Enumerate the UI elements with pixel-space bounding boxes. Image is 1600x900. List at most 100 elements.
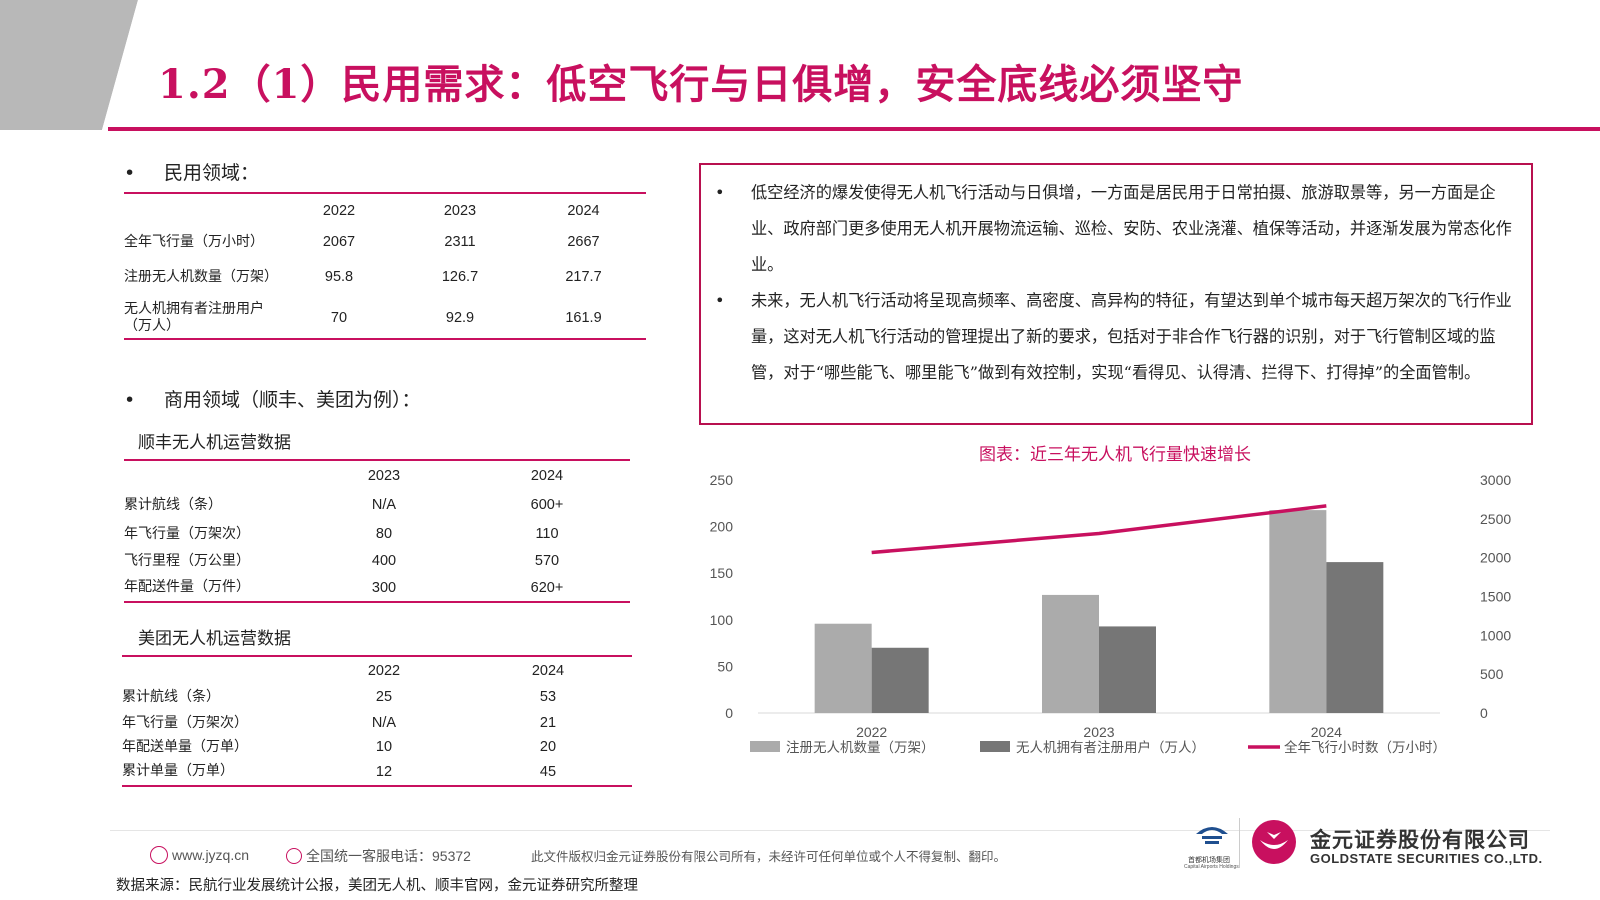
civil-table: 2022 2023 2024 全年飞行量（万小时） 2067 2311 2667… [124, 192, 646, 340]
summary-bullet: 低空经济的爆发使得无人机飞行活动与日俱增，一方面是居民用于日常拍摄、旅游取景等，… [713, 175, 1519, 283]
table-row: 年飞行量（万架次） 80 110 [124, 520, 630, 548]
legend-label: 注册无人机数量（万架） [786, 740, 935, 756]
table-header-row: 2022 2024 [122, 655, 632, 684]
y-left-tick-label: 200 [710, 519, 734, 535]
legend-swatch [980, 741, 1010, 752]
civil-heading: • 民用领域： [124, 162, 260, 184]
header-decoration [0, 0, 1600, 130]
table-row: 年配送单量（万单） 10 20 [122, 736, 632, 758]
x-tick-label: 2022 [856, 724, 887, 740]
cell-value: N/A [371, 497, 397, 513]
footer-hotline: 全国统一客服电话：95372 [286, 846, 471, 866]
cell-value: 2311 [444, 234, 476, 250]
cell-value: N/A [371, 715, 397, 731]
footer-notice: 此文件版权归金元证券股份有限公司所有，未经许可任何单位或个人不得复制、翻印。 [531, 850, 1007, 864]
year-header: 2022 [304, 655, 464, 684]
cell-value: 570 [534, 553, 560, 569]
page-title: 1.2（1）民用需求：低空飞行与日俱增，安全底线必须坚守 [158, 61, 1244, 108]
table-header-row: 2022 2023 2024 [124, 192, 646, 227]
logo-divider [1239, 818, 1240, 868]
cell-value: 400 [371, 553, 397, 569]
y-right-tick-label: 1000 [1480, 627, 1511, 643]
cell-value: 20 [539, 739, 557, 755]
combo-chart: 0501001502002500500100015002000250030002… [710, 472, 1512, 756]
goldstate-logo-icon [1252, 820, 1296, 864]
cell-value: 45 [464, 758, 632, 787]
cell-value: 12 [304, 758, 464, 787]
y-left-tick-label: 150 [710, 565, 734, 581]
chart-title: 图表：近三年无人机飞行量快速增长 [979, 445, 1251, 465]
y-left-tick-label: 100 [710, 612, 734, 628]
cell-value: 70 [279, 297, 399, 340]
row-label: 飞行里程（万公里） [124, 552, 250, 569]
row-label: 无人机拥有者注册用户（万人） [124, 297, 279, 340]
bullet-icon: • [124, 162, 136, 184]
bar [871, 647, 929, 713]
cell-value: 620+ [464, 574, 630, 603]
globe-icon [150, 846, 168, 864]
commercial-heading: • 商用领域（顺丰、美团为例）： [124, 389, 421, 411]
meituan-table: 2022 2024 累计航线（条） 25 53 年飞行量（万架次） N/A 21… [122, 655, 632, 787]
meituan-table-title: 美团无人机运营数据 [138, 629, 291, 649]
summary-textbox: 低空经济的爆发使得无人机飞行活动与日俱增，一方面是居民用于日常拍摄、旅游取景等，… [699, 163, 1533, 425]
table-row: 无人机拥有者注册用户（万人） 70 92.9 161.9 [124, 297, 646, 340]
cell-value: 80 [375, 526, 393, 542]
bar [1099, 626, 1156, 713]
row-label: 年配送件量（万件） [124, 574, 304, 603]
table-row: 年飞行量（万架次） N/A 21 [122, 710, 632, 736]
footer-website[interactable]: www.jyzq.cn [150, 846, 249, 864]
bullet-icon: • [124, 389, 136, 411]
y-right-tick-label: 1500 [1480, 589, 1511, 605]
cell-value: 217.7 [565, 269, 602, 285]
airport-logo-en: Capital Airports Holdings [1184, 864, 1239, 870]
cell-value: 2067 [322, 234, 356, 250]
y-right-tick-label: 0 [1480, 705, 1488, 721]
table-row: 注册无人机数量（万架） 95.8 126.7 217.7 [124, 257, 646, 297]
line-series [871, 504, 1327, 555]
bar [814, 623, 872, 713]
row-label: 年飞行量（万架次） [122, 714, 248, 731]
summary-bullet: 未来，无人机飞行活动将呈现高频率、高密度、高异构的特征，有望达到单个城市每天超万… [713, 283, 1519, 391]
airport-logo-text: 首都机场集团 [1188, 857, 1230, 864]
row-label: 年配送单量（万单） [122, 738, 248, 755]
table-row: 累计航线（条） N/A 600+ [124, 490, 630, 520]
year-header: 2023 [304, 459, 464, 490]
bar [1042, 594, 1099, 713]
airport-logo-icon [1196, 827, 1228, 844]
table-row: 飞行里程（万公里） 400 570 [124, 548, 630, 574]
cell-value: 2667 [567, 234, 600, 250]
legend-label: 全年飞行小时数（万小时） [1284, 739, 1446, 756]
x-tick-label: 2024 [1311, 724, 1342, 740]
y-right-tick-label: 2500 [1480, 511, 1511, 527]
title-rule [108, 127, 1600, 131]
company-name-en: GOLDSTATE SECURITIES CO.,LTD. [1310, 851, 1543, 866]
cell-value: 92.9 [399, 297, 521, 340]
data-source-note: 数据来源：民航行业发展统计公报，美团无人机、顺丰官网，金元证券研究所整理 [116, 878, 638, 894]
year-header: 2023 [399, 192, 521, 227]
cell-value: 21 [539, 715, 557, 731]
y-right-tick-label: 2000 [1480, 550, 1511, 566]
table-row: 累计航线（条） 25 53 [122, 684, 632, 710]
table-row: 累计单量（万单） 12 45 [122, 758, 632, 787]
cell-value: 25 [375, 689, 393, 705]
bar [1269, 510, 1327, 713]
table-row: 年配送件量（万件） 300 620+ [124, 574, 630, 603]
cell-value: 600+ [530, 497, 564, 513]
footer-divider [110, 830, 1550, 831]
cell-value: 126.7 [441, 269, 479, 285]
row-label: 注册无人机数量（万架） [124, 268, 278, 285]
sf-table-title: 顺丰无人机运营数据 [138, 433, 291, 453]
year-header: 2024 [521, 192, 646, 227]
row-label: 累计航线（条） [122, 688, 220, 705]
legend-swatch [750, 741, 780, 752]
company-name-cn: 金元证券股份有限公司 [1310, 829, 1530, 852]
table-header-row: 2023 2024 [124, 459, 630, 490]
phone-icon [286, 848, 302, 864]
cell-value: 300 [304, 574, 464, 603]
year-header: 2024 [464, 655, 632, 684]
cell-value: 53 [539, 689, 557, 705]
y-left-tick-label: 250 [710, 472, 734, 488]
row-label: 累计航线（条） [124, 496, 222, 513]
row-label: 全年飞行量（万小时） [124, 233, 264, 250]
table-row: 全年飞行量（万小时） 2067 2311 2667 [124, 227, 646, 257]
